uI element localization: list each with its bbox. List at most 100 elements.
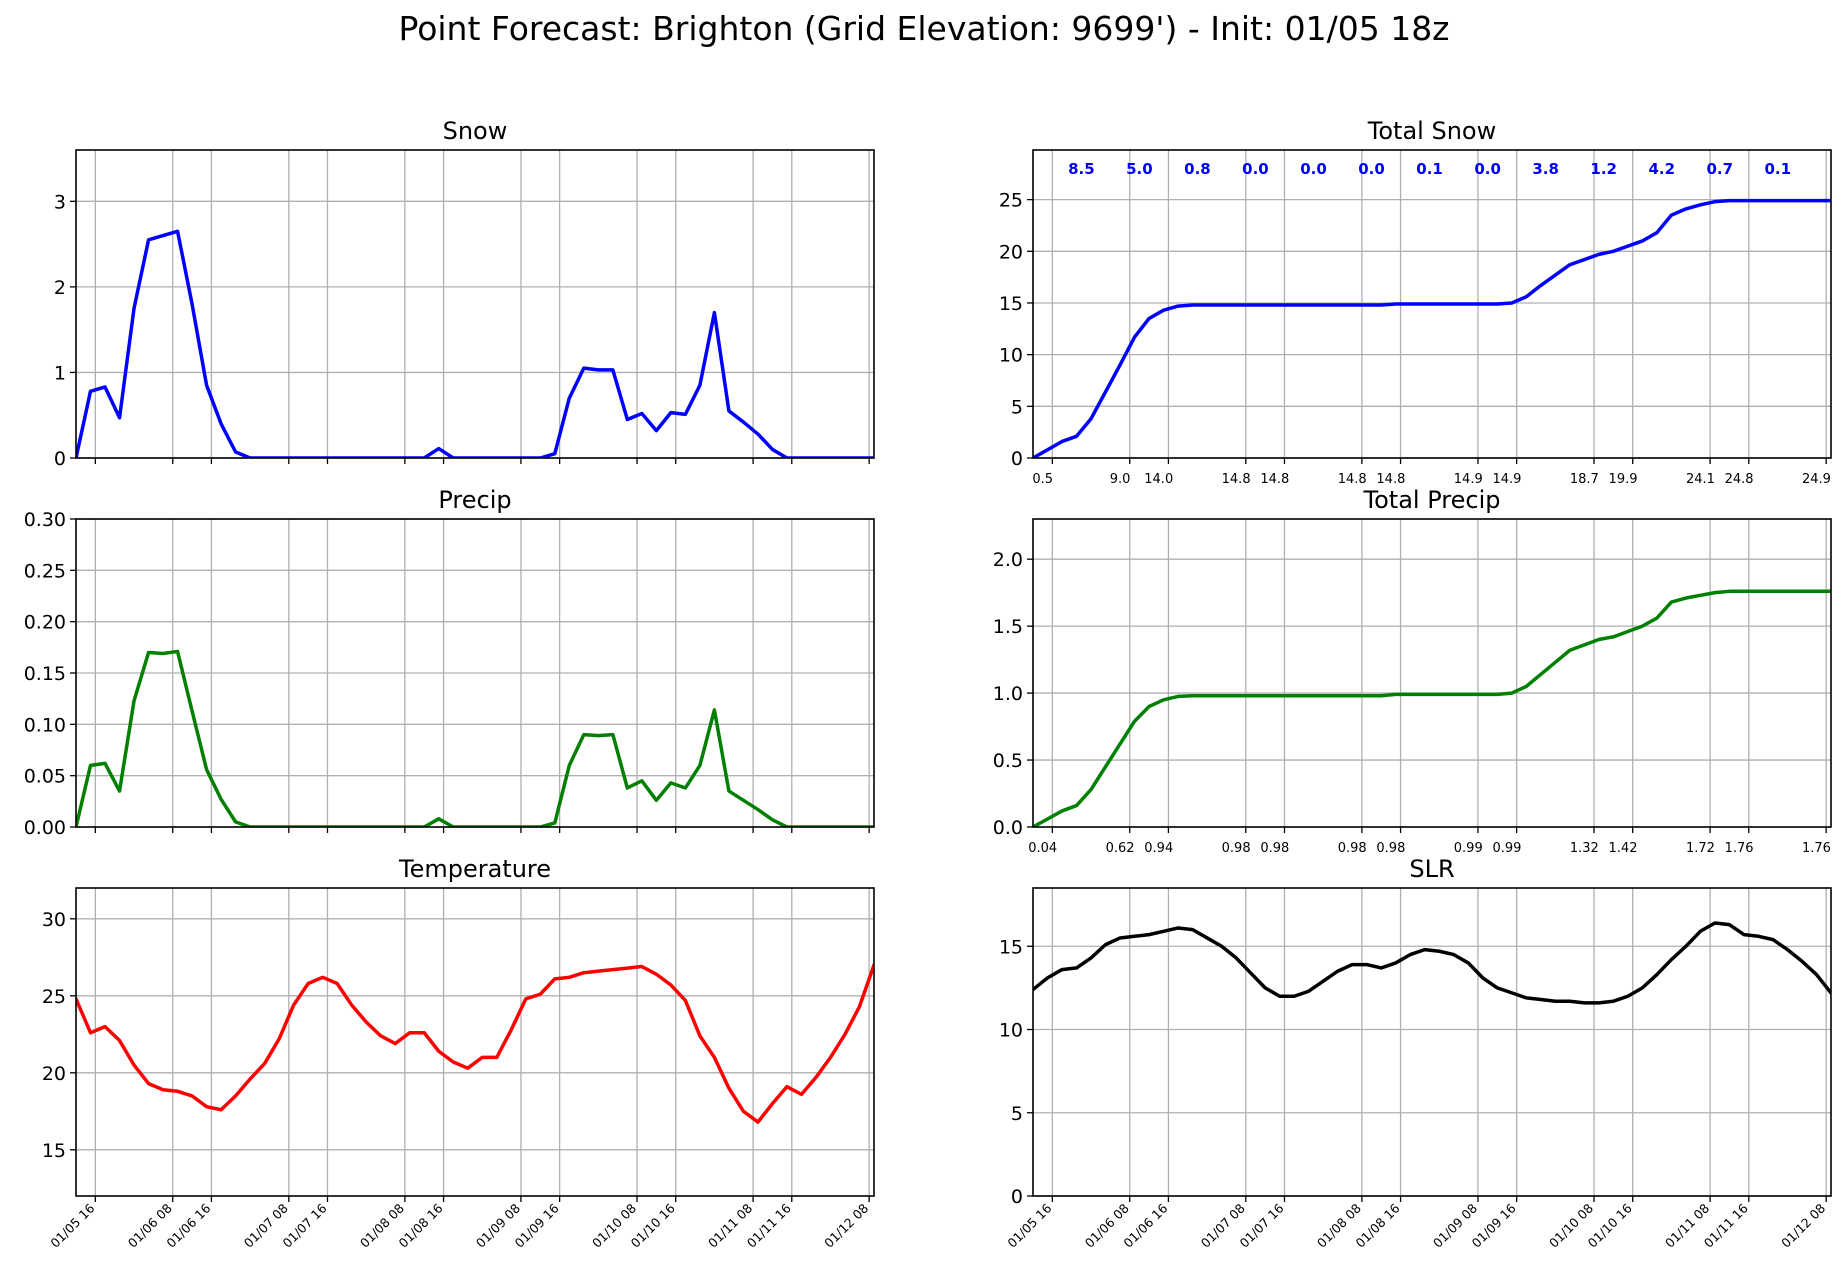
- temperature-ytick-label: 25: [42, 986, 66, 1008]
- total_precip-ytick-label: 0.5: [993, 750, 1023, 772]
- precip-title: Precip: [438, 486, 511, 514]
- total_snow-cumulative-label: 14.8: [1338, 472, 1367, 487]
- slr-ytick-label: 0: [1011, 1186, 1023, 1208]
- precip-series-line: [76, 649, 874, 827]
- precip-ytick-label: 0.25: [24, 560, 66, 582]
- temperature-xtick-label: 01/12 08: [821, 1200, 871, 1250]
- total_precip-cumulative-label: 1.76: [1802, 841, 1831, 856]
- slr-ytick-label: 10: [999, 1020, 1023, 1042]
- total_snow-title: Total Snow: [1367, 117, 1496, 145]
- temperature-xtick-label: 01/05 16: [47, 1200, 97, 1250]
- precip-ytick-label: 0.00: [24, 817, 66, 839]
- slr-title: SLR: [1409, 855, 1454, 883]
- temperature-axes-frame: [75, 887, 875, 1197]
- slr-xtick-label: 01/12 08: [1778, 1200, 1828, 1250]
- total_snow-cumulative-label: 14.0: [1144, 472, 1173, 487]
- precip-ytick-label: 0.30: [24, 509, 66, 531]
- temperature-ytick-label: 15: [42, 1140, 66, 1162]
- total_snow-ytick-label: 0: [1011, 448, 1023, 470]
- snow-ytick-label: 1: [54, 362, 66, 384]
- total_snow-period-total: 3.8: [1532, 160, 1559, 178]
- total_snow-ytick-label: 10: [999, 345, 1023, 367]
- temperature-ytick-label: 20: [42, 1063, 66, 1085]
- snow-ytick-label: 0: [54, 448, 66, 470]
- total_snow-cumulative-label: 14.9: [1454, 472, 1483, 487]
- total_snow-cumulative-label: 14.8: [1376, 472, 1405, 487]
- total_snow-cumulative-label: 24.1: [1686, 472, 1715, 487]
- snow-title: Snow: [443, 117, 508, 145]
- total_snow-cumulative-label: 0.5: [1032, 472, 1053, 487]
- snow-panel: Snow 0 1 2 3: [54, 117, 875, 470]
- total_precip-title: Total Precip: [1363, 486, 1501, 514]
- total_precip-cumulative-label: 1.72: [1686, 841, 1715, 856]
- slr-series-line: [1033, 921, 1831, 1005]
- snow-series-line: [76, 229, 874, 458]
- snow-ytick-label: 2: [54, 277, 66, 299]
- total_snow-series-line: [1033, 198, 1831, 458]
- temperature-series-line: [76, 963, 874, 1124]
- total_snow-ytick-label: 20: [999, 241, 1023, 263]
- total_snow-cumulative-label: 14.9: [1492, 472, 1521, 487]
- total_precip-cumulative-label: 0.62: [1106, 841, 1135, 856]
- total_snow-period-total: 5.0: [1126, 160, 1153, 178]
- total_snow-cumulative-label: 14.8: [1222, 472, 1251, 487]
- total_precip-cumulative-label: 0.04: [1028, 841, 1057, 856]
- total_precip-cumulative-label: 1.42: [1609, 841, 1638, 856]
- total_precip-ytick-label: 1.0: [993, 683, 1023, 705]
- total_precip-cumulative-label: 0.98: [1260, 841, 1289, 856]
- slr-xtick-label: 01/05 16: [1004, 1200, 1054, 1250]
- total_snow-cumulative-label: 24.9: [1802, 472, 1831, 487]
- temperature-ytick-label: 30: [42, 909, 66, 931]
- total_precip-cumulative-label: 0.99: [1454, 841, 1483, 856]
- total_snow-cumulative-label: 24.8: [1725, 472, 1754, 487]
- total_snow-period-total: 1.2: [1590, 160, 1617, 178]
- total_snow-ytick-label: 5: [1011, 396, 1023, 418]
- total_snow-axes-frame: [1032, 149, 1832, 459]
- total_precip-cumulative-label: 0.98: [1338, 841, 1367, 856]
- total_snow-period-total: 0.8: [1184, 160, 1211, 178]
- total_precip-panel: Total Precip 0.0 0.5 1.0 1.5 2.0 0.04 0.62 0.94 0…: [993, 486, 1832, 856]
- total_snow-ytick-label: 15: [999, 293, 1023, 315]
- precip-ytick-label: 0.15: [24, 663, 66, 685]
- total_precip-ytick-label: 1.5: [993, 616, 1023, 638]
- total_snow-cumulative-label: 18.7: [1570, 472, 1599, 487]
- total_precip-series-line: [1033, 589, 1831, 827]
- total_precip-ytick-label: 0.0: [993, 817, 1023, 839]
- figure-title: Point Forecast: Brighton (Grid Elevation…: [398, 9, 1449, 48]
- total_snow-period-total: 0.0: [1358, 160, 1385, 178]
- total_snow-cumulative-label: 9.0: [1110, 472, 1131, 487]
- total_snow-cumulative-label: 14.8: [1260, 472, 1289, 487]
- slr-ytick-label: 5: [1011, 1103, 1023, 1125]
- total_precip-cumulative-label: 0.94: [1144, 841, 1173, 856]
- total_snow-period-total: 0.7: [1706, 160, 1733, 178]
- snow-ytick-label: 3: [54, 191, 66, 213]
- total_precip-ytick-label: 2.0: [993, 549, 1023, 571]
- precip-axes-frame: [75, 518, 875, 828]
- precip-ytick-label: 0.10: [24, 714, 66, 736]
- total_snow-panel: Total Snow 0 5 10 15 20 25 8.5 5.0 0.8 0.0 0.0 0.0 0.…: [999, 117, 1832, 487]
- total_precip-cumulative-label: 0.99: [1492, 841, 1521, 856]
- precip-panel: Precip 0.00 0.05 0.10 0.15 0.20 0.25 0.30: [24, 486, 875, 839]
- precip-ytick-label: 0.20: [24, 612, 66, 634]
- temperature-title: Temperature: [398, 855, 551, 883]
- slr-axes-frame: [1032, 887, 1832, 1197]
- total_precip-cumulative-label: 0.98: [1376, 841, 1405, 856]
- precip-ytick-label: 0.05: [24, 766, 66, 788]
- total_snow-period-total: 4.2: [1648, 160, 1675, 178]
- total_snow-period-total: 0.0: [1242, 160, 1269, 178]
- total_snow-ytick-label: 25: [999, 190, 1023, 212]
- slr-ytick-label: 15: [999, 936, 1023, 958]
- total_snow-period-total: 0.0: [1474, 160, 1501, 178]
- total_snow-period-total: 0.1: [1765, 160, 1792, 178]
- total_snow-period-total: 0.0: [1300, 160, 1327, 178]
- total_snow-period-total: 8.5: [1068, 160, 1095, 178]
- total_snow-period-total: 0.1: [1416, 160, 1443, 178]
- snow-axes-frame: [75, 149, 875, 459]
- total_precip-cumulative-label: 1.32: [1570, 841, 1599, 856]
- total_snow-cumulative-label: 19.9: [1609, 472, 1638, 487]
- total_precip-axes-frame: [1032, 518, 1832, 828]
- total_precip-cumulative-label: 0.98: [1222, 841, 1251, 856]
